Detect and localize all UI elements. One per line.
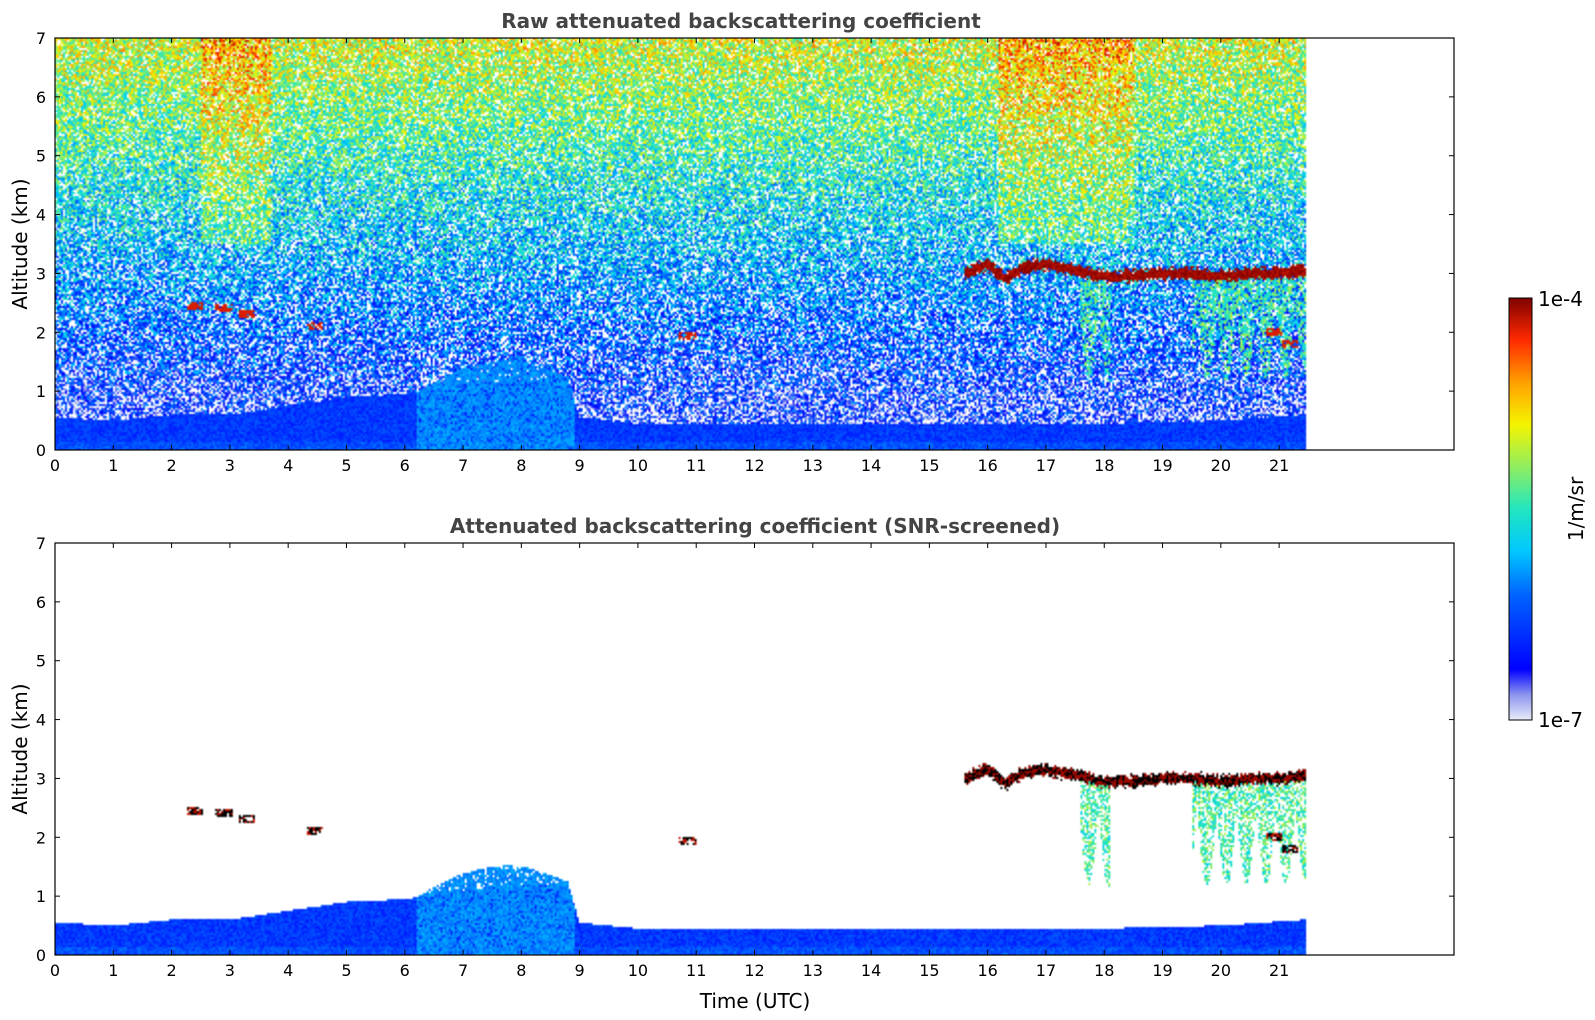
panel-raw: Raw attenuated backscattering coefficien… [8, 9, 1455, 475]
x-tick-label: 10 [628, 456, 648, 475]
y-tick-label: 4 [36, 206, 46, 225]
x-tick-label: 3 [225, 456, 235, 475]
x-tick-label: 4 [283, 961, 293, 980]
x-tick-label: 14 [861, 456, 881, 475]
y-axis-label-screened: Altitude (km) [8, 683, 32, 814]
x-tick-label: 10 [628, 961, 648, 980]
x-tick-label: 21 [1269, 961, 1289, 980]
x-tick-label: 9 [575, 961, 585, 980]
y-tick-label: 0 [36, 946, 46, 965]
x-tick-label: 6 [400, 961, 410, 980]
x-tick-label: 8 [516, 961, 526, 980]
axis-ticks-raw: 0 1 2 3 4 5 6 7 8 9 10 11 12 13 14 15 16 17 18 19 20 21012345… [36, 29, 1454, 475]
x-tick-label: 1 [108, 456, 118, 475]
x-tick-label: 19 [1152, 961, 1172, 980]
x-tick-label: 4 [283, 456, 293, 475]
x-tick-label: 20 [1211, 456, 1231, 475]
x-tick-label: 2 [166, 961, 176, 980]
x-tick-label: 8 [516, 456, 526, 475]
x-axis-label: Time (UTC) [699, 989, 811, 1013]
y-tick-label: 3 [36, 769, 46, 788]
x-tick-label: 19 [1152, 456, 1172, 475]
x-tick-label: 7 [458, 961, 468, 980]
colorbar-min-label: 1e-7 [1538, 708, 1583, 732]
x-tick-label: 16 [977, 456, 997, 475]
x-tick-label: 16 [977, 961, 997, 980]
y-tick-label: 7 [36, 534, 46, 553]
x-tick-label: 2 [166, 456, 176, 475]
colorbar-gradient [1508, 297, 1533, 721]
x-tick-label: 14 [861, 961, 881, 980]
x-tick-label: 15 [919, 961, 939, 980]
panel-title-raw: Raw attenuated backscattering coefficien… [501, 9, 981, 33]
x-tick-label: 12 [744, 961, 764, 980]
x-tick-label: 12 [744, 456, 764, 475]
y-tick-label: 1 [36, 887, 46, 906]
x-tick-label: 7 [458, 456, 468, 475]
y-tick-label: 0 [36, 441, 46, 460]
x-tick-label: 0 [50, 456, 60, 475]
x-tick-label: 13 [803, 456, 823, 475]
y-tick-label: 2 [36, 323, 46, 342]
y-tick-label: 5 [36, 652, 46, 671]
y-tick-label: 5 [36, 147, 46, 166]
x-tick-label: 18 [1094, 456, 1114, 475]
colorbar-unit-label: 1/m/sr [1564, 476, 1588, 541]
y-tick-label: 6 [36, 593, 46, 612]
x-tick-label: 17 [1036, 961, 1056, 980]
x-tick-label: 13 [803, 961, 823, 980]
heatmap-screened [55, 543, 1454, 955]
x-tick-label: 11 [686, 456, 706, 475]
y-tick-label: 2 [36, 828, 46, 847]
heatmap-raw [55, 38, 1454, 450]
x-tick-label: 17 [1036, 456, 1056, 475]
y-tick-label: 4 [36, 711, 46, 730]
x-tick-label: 6 [400, 456, 410, 475]
x-tick-label: 0 [50, 961, 60, 980]
panel-screened: Attenuated backscattering coefficient (S… [8, 514, 1455, 1013]
x-tick-label: 3 [225, 961, 235, 980]
x-tick-label: 20 [1211, 961, 1231, 980]
x-tick-label: 1 [108, 961, 118, 980]
x-tick-label: 5 [341, 456, 351, 475]
y-tick-label: 3 [36, 264, 46, 283]
colorbar: 1e-4 1e-7 1/m/sr [1508, 287, 1588, 732]
x-tick-label: 15 [919, 456, 939, 475]
axis-ticks-screened: 0 1 2 3 4 5 6 7 8 9 10 11 12 13 14 15 16 17 18 19 20 21012345… [36, 534, 1454, 980]
y-tick-label: 1 [36, 382, 46, 401]
y-tick-label: 7 [36, 29, 46, 48]
colorbar-max-label: 1e-4 [1538, 287, 1583, 311]
y-axis-label-raw: Altitude (km) [8, 178, 32, 309]
y-tick-label: 6 [36, 88, 46, 107]
x-tick-label: 18 [1094, 961, 1114, 980]
x-tick-label: 9 [575, 456, 585, 475]
x-tick-label: 21 [1269, 456, 1289, 475]
x-tick-label: 11 [686, 961, 706, 980]
x-tick-label: 5 [341, 961, 351, 980]
panel-title-screened: Attenuated backscattering coefficient (S… [450, 514, 1060, 538]
